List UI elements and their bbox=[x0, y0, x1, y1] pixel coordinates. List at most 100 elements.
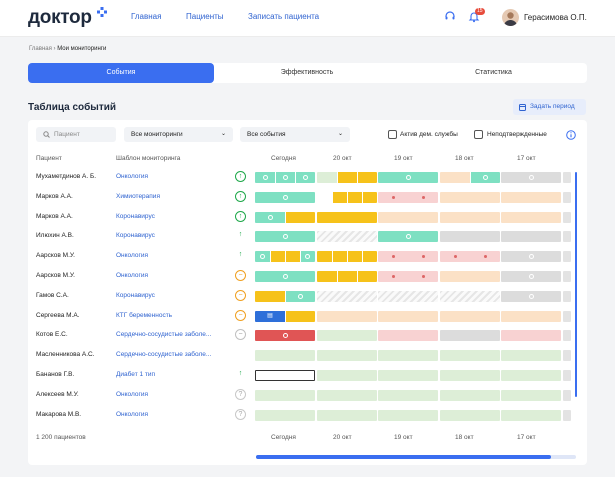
status-minus-icon[interactable]: − bbox=[235, 270, 246, 281]
event-cell[interactable] bbox=[378, 191, 438, 203]
event-cell[interactable] bbox=[440, 172, 500, 183]
event-cell[interactable] bbox=[501, 370, 561, 381]
event-cell[interactable] bbox=[440, 231, 500, 243]
horizontal-scrollbar[interactable] bbox=[256, 455, 551, 459]
event-cell[interactable] bbox=[440, 211, 500, 223]
event-cell[interactable] bbox=[317, 350, 377, 362]
event-cell[interactable] bbox=[501, 409, 561, 421]
event-cell[interactable] bbox=[440, 290, 500, 302]
event-cell[interactable] bbox=[440, 370, 500, 381]
event-cell[interactable] bbox=[440, 330, 500, 342]
event-cell[interactable] bbox=[501, 211, 561, 223]
event-cell[interactable] bbox=[378, 231, 438, 243]
patient-name[interactable]: Марков А.А. bbox=[36, 212, 73, 220]
status-minus-icon[interactable]: − bbox=[235, 289, 246, 301]
event-cell[interactable] bbox=[317, 409, 377, 421]
info-icon[interactable] bbox=[566, 130, 576, 140]
active-dem-checkbox[interactable] bbox=[388, 130, 397, 139]
breadcrumb-home[interactable]: Главная bbox=[29, 46, 52, 52]
patient-name[interactable]: Аарсков М.У. bbox=[36, 272, 75, 279]
event-cell[interactable] bbox=[255, 271, 315, 282]
event-cell[interactable] bbox=[255, 409, 315, 421]
monitoring-template-link[interactable]: Онкология bbox=[116, 173, 149, 180]
event-cell[interactable] bbox=[255, 350, 315, 362]
nav-book-patient[interactable]: Записать пациента bbox=[248, 12, 320, 21]
event-cell[interactable] bbox=[440, 350, 500, 362]
monitoring-template-link[interactable]: Сердечно-сосудистые заболе... bbox=[116, 351, 212, 359]
logo[interactable]: доктор bbox=[28, 7, 92, 28]
event-cell[interactable] bbox=[501, 310, 561, 322]
event-cell[interactable] bbox=[378, 271, 438, 282]
event-cell[interactable] bbox=[255, 191, 315, 203]
event-cell[interactable] bbox=[317, 231, 377, 243]
status-upn-icon[interactable]: ↑ bbox=[238, 231, 243, 239]
event-cell[interactable] bbox=[255, 389, 315, 401]
tab-statistics[interactable]: Статистика bbox=[475, 69, 512, 76]
patient-name[interactable]: Гамов С.А. bbox=[36, 291, 69, 299]
event-cell[interactable] bbox=[378, 389, 438, 401]
event-cell[interactable] bbox=[378, 211, 438, 223]
status-upn-icon[interactable]: ↑ bbox=[238, 370, 243, 377]
status-up-icon[interactable]: ↑ bbox=[235, 171, 246, 182]
event-cell[interactable] bbox=[317, 330, 377, 342]
monitoring-template-link[interactable]: Онкология bbox=[116, 252, 149, 260]
patient-name[interactable]: Илюхин А.В. bbox=[36, 232, 74, 240]
event-cell[interactable] bbox=[501, 251, 561, 263]
monitoring-template-link[interactable]: Коронавирус bbox=[116, 212, 155, 220]
event-cell[interactable] bbox=[255, 211, 315, 223]
event-cell[interactable] bbox=[440, 310, 500, 322]
status-q-icon[interactable]: ? bbox=[235, 388, 246, 400]
monitoring-template-link[interactable]: Химиотерапия bbox=[116, 192, 160, 200]
status-up-icon[interactable]: ↑ bbox=[235, 190, 246, 202]
patient-name[interactable]: Аарсков М.У. bbox=[36, 252, 75, 260]
event-cell[interactable] bbox=[440, 409, 500, 421]
event-cell[interactable] bbox=[501, 172, 561, 183]
monitoring-template-link[interactable]: Сердечно-сосудистые заболе... bbox=[116, 331, 212, 339]
event-cell[interactable] bbox=[501, 271, 561, 282]
user-name[interactable]: Герасимова О.П. bbox=[524, 13, 587, 22]
status-up-icon[interactable]: ↑ bbox=[235, 210, 246, 222]
event-cell[interactable] bbox=[501, 350, 561, 362]
event-cell[interactable] bbox=[317, 271, 377, 282]
monitoring-template-link[interactable]: Онкология bbox=[116, 390, 149, 398]
set-period-button[interactable]: Задать период bbox=[513, 99, 586, 115]
event-cell[interactable] bbox=[440, 389, 500, 401]
avatar[interactable] bbox=[502, 9, 519, 26]
patient-name[interactable]: Марков А.А. bbox=[36, 192, 73, 200]
tab-events[interactable]: События bbox=[28, 63, 214, 83]
event-cell[interactable] bbox=[317, 251, 377, 263]
event-cell[interactable] bbox=[440, 251, 500, 263]
event-cell[interactable] bbox=[501, 330, 561, 342]
event-cell[interactable] bbox=[317, 290, 377, 302]
patient-name[interactable]: Сергеева М.А. bbox=[36, 311, 80, 319]
status-minus-icon[interactable]: − bbox=[235, 309, 246, 321]
event-cell[interactable] bbox=[378, 172, 438, 183]
nav-main[interactable]: Главная bbox=[131, 12, 162, 21]
patient-name[interactable]: Бананов Г.В. bbox=[36, 371, 75, 378]
event-cell[interactable] bbox=[378, 409, 438, 421]
status-q-icon[interactable]: ? bbox=[235, 408, 246, 420]
event-cell[interactable] bbox=[501, 389, 561, 401]
event-cell[interactable] bbox=[255, 330, 315, 342]
monitoring-template-link[interactable]: Коронавирус bbox=[116, 291, 155, 299]
status-upn-icon[interactable]: ↑ bbox=[238, 251, 243, 259]
event-cell[interactable] bbox=[317, 389, 377, 401]
event-cell[interactable] bbox=[317, 191, 377, 203]
vertical-scrollbar[interactable] bbox=[575, 172, 577, 397]
event-cell[interactable] bbox=[501, 231, 561, 243]
event-cell[interactable] bbox=[501, 290, 561, 302]
headset-icon[interactable] bbox=[444, 10, 456, 22]
event-cell[interactable] bbox=[255, 370, 315, 381]
event-cell[interactable] bbox=[378, 251, 438, 263]
event-cell[interactable] bbox=[255, 251, 315, 263]
patient-name[interactable]: Макарова М.В. bbox=[36, 410, 82, 418]
tab-efficiency[interactable]: Эффективность bbox=[280, 69, 334, 76]
event-cell[interactable] bbox=[317, 310, 377, 322]
event-cell[interactable]: ▤ bbox=[255, 310, 315, 322]
monitoring-template-link[interactable]: Онкология bbox=[116, 272, 149, 279]
monitoring-select[interactable]: Все мониторинги ⌄ bbox=[124, 127, 233, 142]
event-cell[interactable] bbox=[317, 370, 377, 381]
event-cell[interactable] bbox=[255, 172, 315, 183]
event-cell[interactable] bbox=[378, 330, 438, 342]
patient-name[interactable]: Масленникова А.С. bbox=[36, 351, 95, 359]
